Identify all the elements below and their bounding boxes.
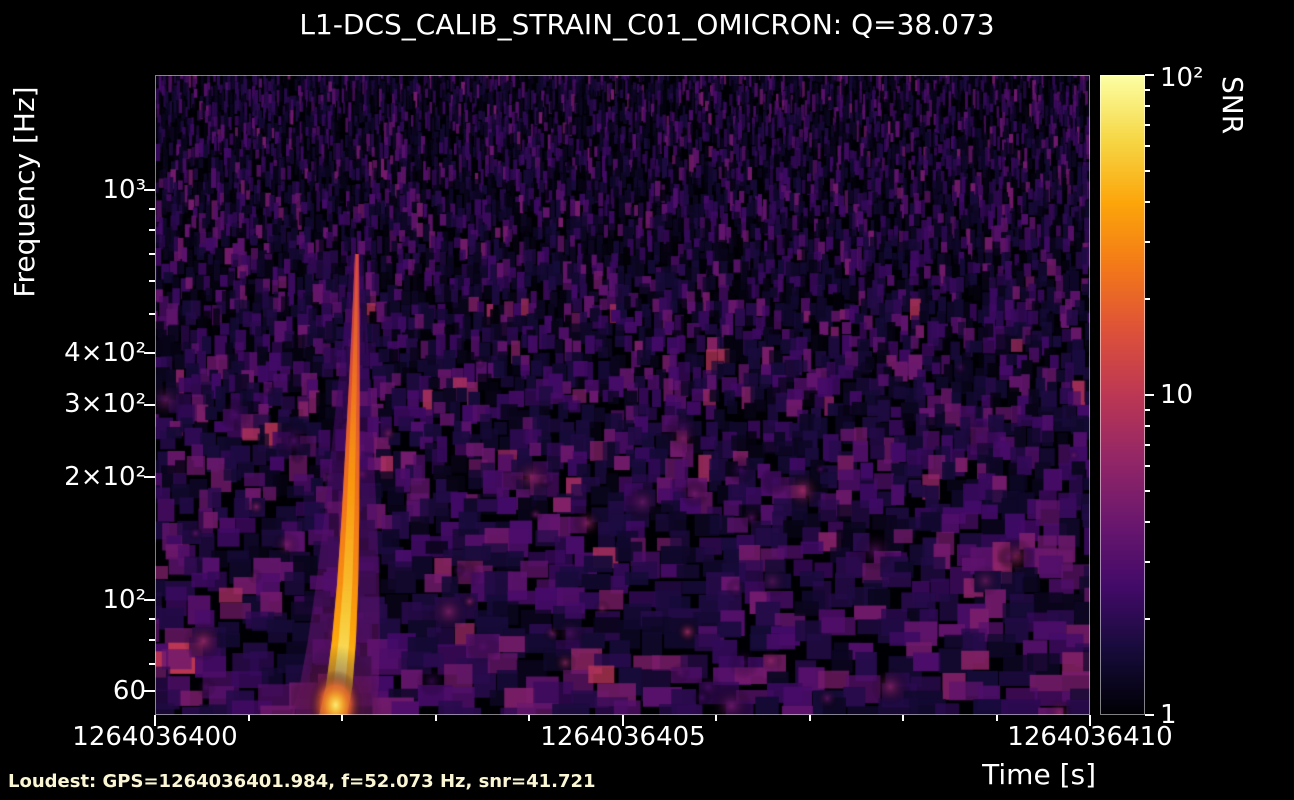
tick-mark bbox=[995, 715, 998, 721]
colorbar-label: SNR bbox=[1216, 76, 1249, 135]
tick-mark bbox=[1145, 464, 1150, 467]
x-tick-label-start: 1264036400 bbox=[72, 722, 238, 752]
tick-mark bbox=[154, 715, 156, 726]
tick-mark bbox=[1145, 394, 1154, 396]
colorbar-tick-label-100: 10² bbox=[1160, 63, 1204, 93]
tick-mark bbox=[1145, 88, 1150, 91]
x-axis-label: Time [s] bbox=[982, 758, 1096, 791]
tick-mark bbox=[1145, 105, 1150, 107]
tick-mark bbox=[144, 690, 155, 693]
colorbar-tick-label-10: 10 bbox=[1160, 380, 1194, 410]
tick-mark bbox=[528, 715, 530, 721]
tick-mark bbox=[149, 617, 155, 620]
y-tick-label-100: 10² bbox=[102, 585, 146, 615]
tick-mark bbox=[144, 352, 155, 355]
tick-mark bbox=[1145, 490, 1150, 493]
tick-mark bbox=[1145, 561, 1150, 564]
tick-mark bbox=[149, 638, 155, 641]
tick-mark bbox=[902, 715, 904, 721]
tick-mark bbox=[1145, 521, 1150, 524]
colorbar-tick-label-1: 1 bbox=[1160, 700, 1177, 730]
tick-mark bbox=[1145, 714, 1154, 716]
spectrogram-canvas bbox=[155, 75, 1090, 715]
tick-mark bbox=[1145, 241, 1150, 244]
y-tick-label-300: 3×10² bbox=[64, 389, 146, 419]
tick-mark bbox=[1145, 144, 1150, 147]
y-tick-label-1000: 10³ bbox=[102, 175, 146, 205]
tick-mark bbox=[149, 228, 155, 231]
tick-mark bbox=[144, 599, 155, 602]
tick-mark bbox=[1145, 297, 1150, 300]
tick-mark bbox=[1145, 408, 1150, 411]
y-tick-label-400: 4×10² bbox=[64, 338, 146, 368]
tick-mark bbox=[149, 207, 155, 210]
x-tick-label-middle: 1264036405 bbox=[540, 722, 706, 752]
tick-mark bbox=[149, 662, 155, 665]
tick-mark bbox=[247, 715, 250, 721]
tick-mark bbox=[149, 280, 155, 283]
tick-mark bbox=[434, 715, 437, 721]
x-tick-label-end: 1264036410 bbox=[1007, 722, 1173, 752]
tick-mark bbox=[149, 312, 155, 315]
tick-mark bbox=[341, 715, 343, 721]
chart-title: L1-DCS_CALIB_STRAIN_C01_OMICRON: Q=38.07… bbox=[299, 8, 995, 41]
tick-mark bbox=[1145, 170, 1150, 173]
tick-mark bbox=[144, 475, 155, 478]
tick-mark bbox=[144, 403, 155, 406]
tick-mark bbox=[1145, 201, 1150, 204]
tick-mark bbox=[808, 715, 811, 721]
y-tick-label-200: 2×10² bbox=[64, 462, 146, 492]
tick-mark bbox=[1145, 617, 1150, 620]
tick-mark bbox=[149, 252, 155, 255]
colorbar-canvas bbox=[1100, 75, 1145, 715]
tick-mark bbox=[1089, 715, 1091, 726]
tick-mark bbox=[1145, 74, 1154, 76]
tick-mark bbox=[144, 189, 155, 192]
loudest-annotation: Loudest: GPS=1264036401.984, f=52.073 Hz… bbox=[8, 771, 596, 792]
tick-mark bbox=[1145, 123, 1150, 126]
tick-mark bbox=[621, 715, 624, 726]
y-tick-label-60: 60 bbox=[112, 676, 146, 706]
tick-mark bbox=[1145, 425, 1150, 427]
tick-mark bbox=[715, 715, 717, 721]
tick-mark bbox=[1145, 443, 1150, 446]
